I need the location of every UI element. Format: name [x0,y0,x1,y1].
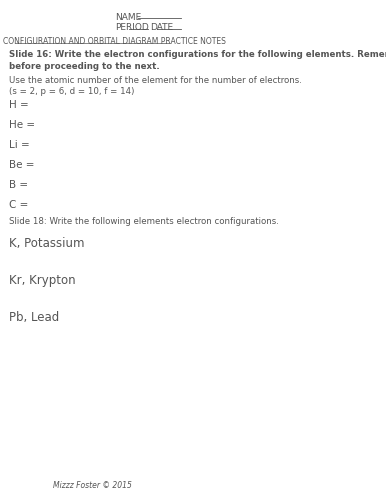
Text: Be =: Be = [9,160,35,170]
Text: B =: B = [9,180,29,190]
Text: K, Potassium: K, Potassium [9,238,85,250]
Text: H =: H = [9,100,29,110]
Text: Slide 16: Write the electron configurations for the following elements. Remember: Slide 16: Write the electron configurati… [9,50,386,71]
Text: ELECTRON CONFIGURATION AND ORBITAL DIAGRAM PRACTICE NOTES: ELECTRON CONFIGURATION AND ORBITAL DIAGR… [0,38,225,46]
Text: PERIOD: PERIOD [115,24,149,32]
Text: Mizzz Foster © 2015: Mizzz Foster © 2015 [53,481,132,490]
Text: He =: He = [9,120,36,130]
Text: DATE: DATE [150,24,173,32]
Text: (s = 2, p = 6, d = 10, f = 14): (s = 2, p = 6, d = 10, f = 14) [9,87,135,96]
Text: Li =: Li = [9,140,30,150]
Text: NAME: NAME [115,12,141,22]
Text: Use the atomic number of the element for the number of electrons.: Use the atomic number of the element for… [9,76,302,85]
Text: Pb, Lead: Pb, Lead [9,310,59,324]
Text: Slide 18: Write the following elements electron configurations.: Slide 18: Write the following elements e… [9,218,279,226]
Text: Kr, Krypton: Kr, Krypton [9,274,76,287]
Text: C =: C = [9,200,29,210]
